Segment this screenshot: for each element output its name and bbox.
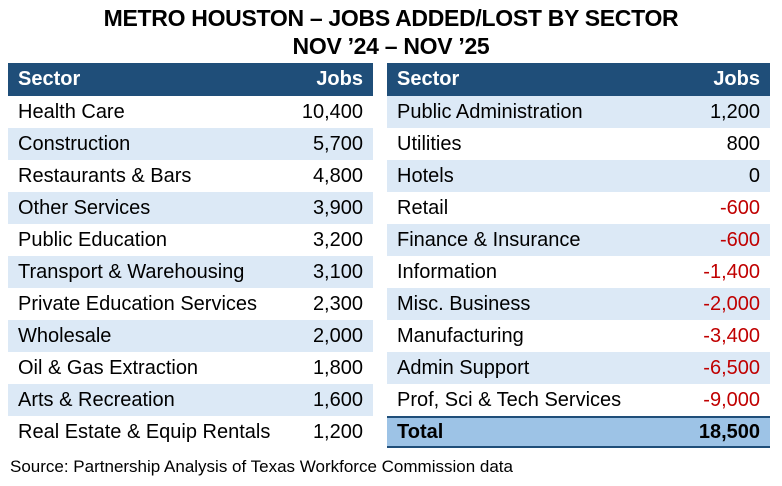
jobs-cell: -600 [719, 196, 760, 219]
jobs-cell: -600 [719, 228, 760, 251]
table-row: Restaurants & Bars 4,800 [8, 160, 373, 192]
total-row: Total 18,500 [387, 416, 770, 448]
table-row: Oil & Gas Extraction 1,800 [8, 352, 373, 384]
jobs-cell: 3,200 [312, 228, 363, 251]
jobs-cell: 0 [748, 164, 760, 187]
sector-cell: Prof, Sci & Tech Services [397, 388, 622, 411]
table-row: Information -1,400 [387, 256, 770, 288]
jobs-cell: 3,900 [312, 196, 363, 219]
column-gutter [373, 63, 387, 448]
jobs-cell: 1,800 [312, 356, 363, 379]
table-row: Public Administration 1,200 [387, 96, 770, 128]
sector-column-header: Sector [397, 68, 460, 90]
sector-cell: Utilities [397, 132, 462, 155]
jobs-cell: -9,000 [703, 388, 760, 411]
jobs-column-header: Jobs [316, 68, 363, 90]
jobs-cell: -2,000 [703, 292, 760, 315]
table-row: Real Estate & Equip Rentals 1,200 [8, 416, 373, 448]
jobs-cell: 1,200 [312, 420, 363, 443]
table-row: Finance & Insurance -600 [387, 224, 770, 256]
sector-cell: Manufacturing [397, 324, 524, 347]
sector-cell: Oil & Gas Extraction [18, 356, 199, 379]
sector-cell: Restaurants & Bars [18, 164, 192, 187]
source-note: Source: Partnership Analysis of Texas Wo… [10, 457, 513, 476]
table-row: Retail -600 [387, 192, 770, 224]
title-line-1: METRO HOUSTON – JOBS ADDED/LOST BY SECTO… [103, 5, 679, 31]
sector-cell: Health Care [18, 100, 125, 123]
table-header-row-left: Sector Jobs [8, 63, 373, 96]
table-row: Wholesale 2,000 [8, 320, 373, 352]
jobs-cell: 2,300 [312, 292, 363, 315]
table-row: Transport & Warehousing 3,100 [8, 256, 373, 288]
table-row: Prof, Sci & Tech Services -9,000 [387, 384, 770, 416]
table-row: Hotels 0 [387, 160, 770, 192]
table-row: Construction 5,700 [8, 128, 373, 160]
table-row: Manufacturing -3,400 [387, 320, 770, 352]
sector-cell: Arts & Recreation [18, 388, 175, 411]
table-left-half: Sector Jobs Health Care 10,400 Constructio… [8, 63, 373, 448]
jobs-cell: 2,000 [312, 324, 363, 347]
jobs-cell: 3,100 [312, 260, 363, 283]
title-line-2: NOV ’24 – NOV ’25 [292, 33, 490, 59]
table-row: Utilities 800 [387, 128, 770, 160]
sector-cell: Information [397, 260, 498, 283]
jobs-cell: 5,700 [312, 132, 363, 155]
table-row: Private Education Services 2,300 [8, 288, 373, 320]
jobs-cell: 10,400 [301, 100, 363, 123]
total-value: 18,500 [698, 420, 760, 443]
jobs-column-header: Jobs [713, 68, 760, 90]
sector-cell: Misc. Business [397, 292, 531, 315]
sector-cell: Public Administration [397, 100, 583, 123]
table-row: Public Education 3,200 [8, 224, 373, 256]
jobs-cell: 1,200 [709, 100, 760, 123]
sector-cell: Retail [397, 196, 449, 219]
sector-cell: Private Education Services [18, 292, 258, 315]
jobs-cell: 800 [726, 132, 760, 155]
table-header-row-right: Sector Jobs [387, 63, 770, 96]
sector-cell: Wholesale [18, 324, 112, 347]
table-row: Misc. Business -2,000 [387, 288, 770, 320]
sector-column-header: Sector [18, 68, 81, 90]
sector-cell: Other Services [18, 196, 151, 219]
sector-cell: Hotels [397, 164, 454, 187]
jobs-cell: -1,400 [703, 260, 760, 283]
sector-cell: Transport & Warehousing [18, 260, 245, 283]
jobs-cell: -6,500 [703, 356, 760, 379]
table-row: Admin Support -6,500 [387, 352, 770, 384]
sector-cell: Admin Support [397, 356, 530, 379]
table-right-half: Sector Jobs Public Administration 1,200 Ut… [387, 63, 770, 448]
jobs-cell: 1,600 [312, 388, 363, 411]
jobs-cell: -3,400 [703, 324, 760, 347]
jobs-cell: 4,800 [312, 164, 363, 187]
table-row: Other Services 3,900 [8, 192, 373, 224]
sector-cell: Construction [18, 132, 131, 155]
sector-cell: Finance & Insurance [397, 228, 581, 251]
table-row: Arts & Recreation 1,600 [8, 384, 373, 416]
sector-cell: Public Education [18, 228, 167, 251]
jobs-table: Sector Jobs Health Care 10,400 Constructio… [8, 63, 776, 448]
total-label: Total [397, 420, 444, 443]
table-row: Health Care 10,400 [8, 96, 373, 128]
page-title: METRO HOUSTON – JOBS ADDED/LOST BY SECTO… [0, 0, 782, 60]
sector-cell: Real Estate & Equip Rentals [18, 420, 271, 443]
